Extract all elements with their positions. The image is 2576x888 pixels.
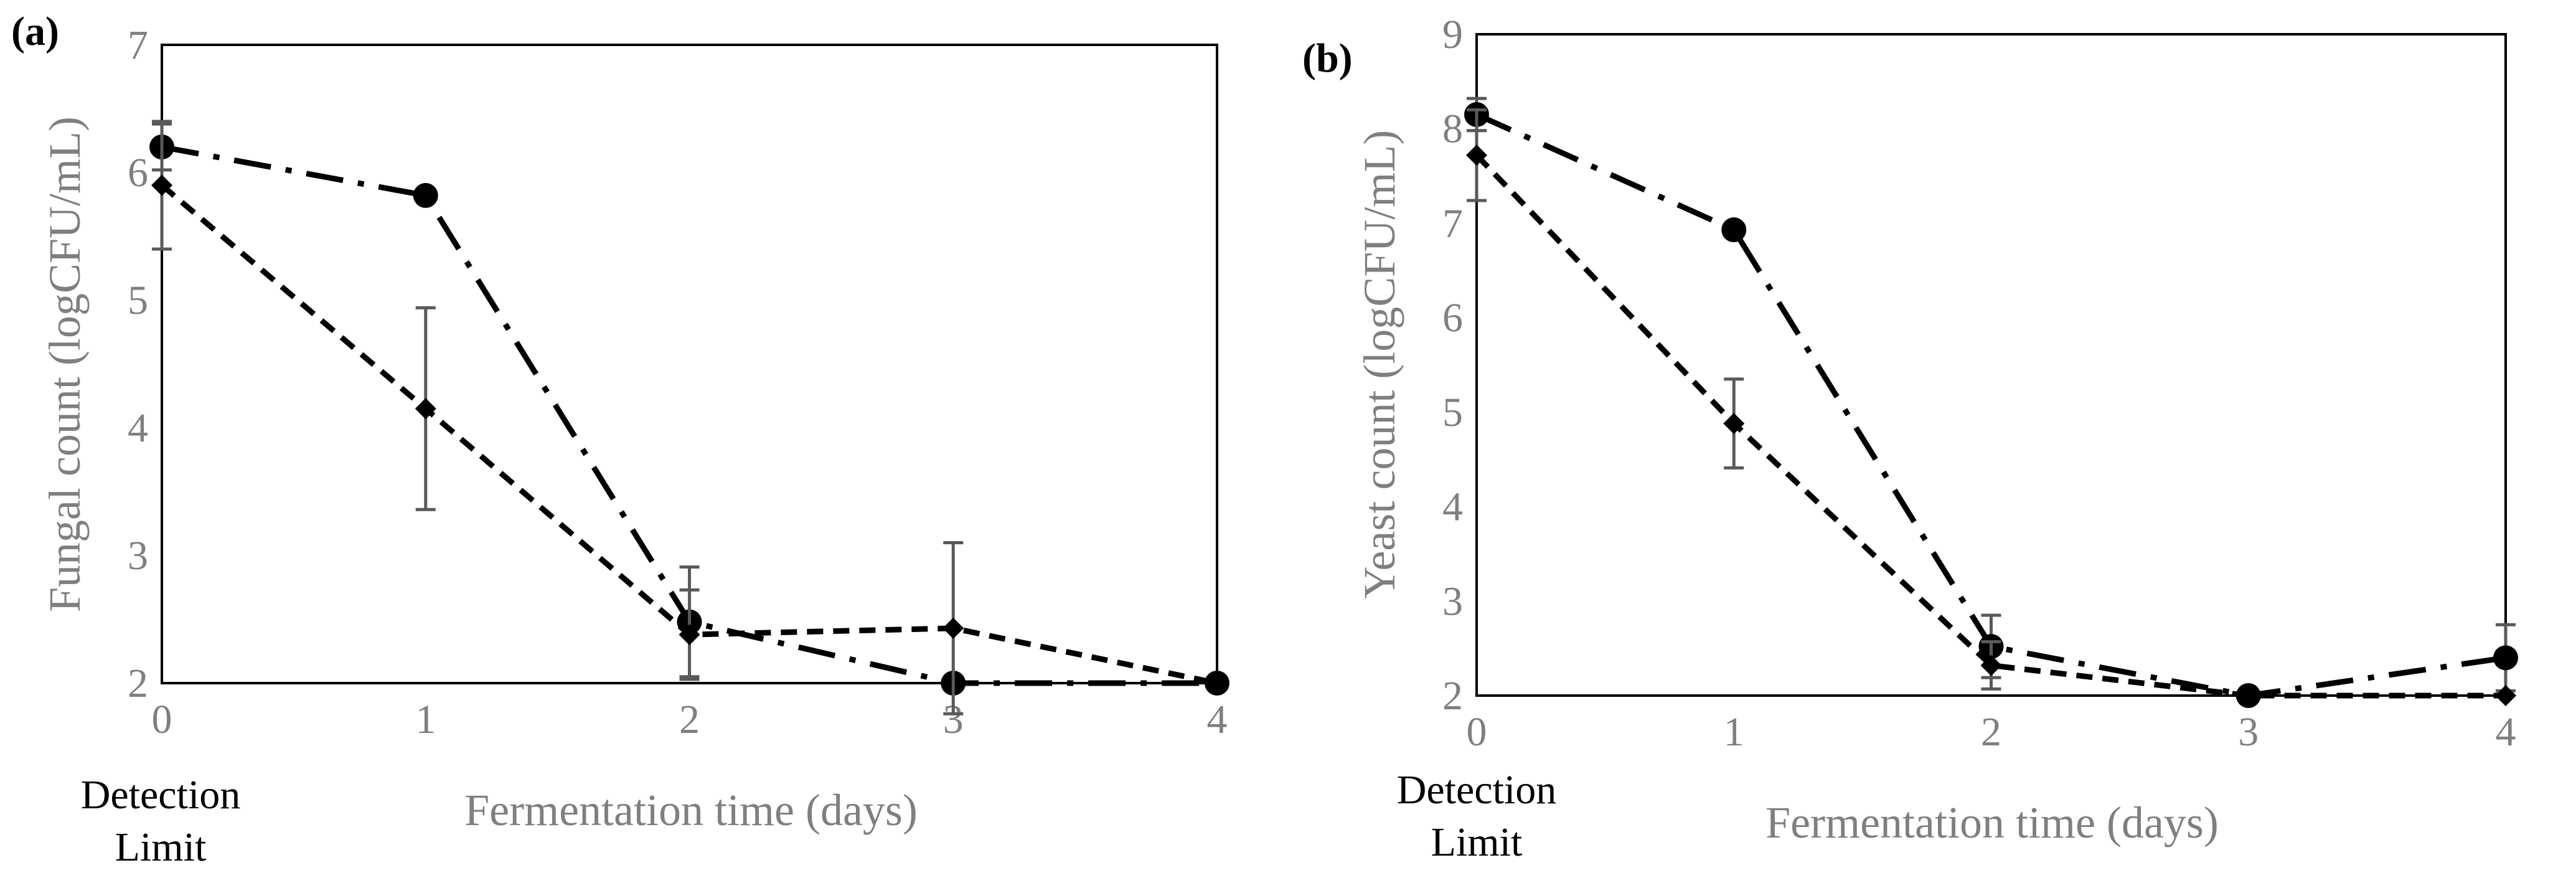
panel-b-series-diamond xyxy=(1466,108,2516,706)
panel-a-diamond-point xyxy=(415,398,436,420)
panel-b-ytick-3: 3 xyxy=(1442,579,1463,624)
panel-b-diamond-point xyxy=(2237,685,2259,706)
panel-a-diamond-point xyxy=(679,624,700,646)
panel-a-label: (a) xyxy=(11,9,59,54)
panel-b-detection-note-line1: Detection xyxy=(1397,767,1557,813)
panel-b-ytick-4: 4 xyxy=(1442,484,1463,530)
panel-a-circle-point xyxy=(413,182,438,208)
panel-b-circle-point xyxy=(1721,217,1747,243)
panel-a-ytick-3: 3 xyxy=(128,533,148,579)
panel-b-diamond-point xyxy=(1980,654,2002,676)
panel-b-x-axis-title: Fermentation time (days) xyxy=(1765,798,2219,848)
panel-a-detection-note-line1: Detection xyxy=(81,772,241,818)
panel-a-ytick-6: 6 xyxy=(128,150,148,196)
panel-b-yeast-count: (b) 2 3 4 5 6 7 8 9 0 1 2 3 4 Yeast coun… xyxy=(1302,12,2518,865)
panel-a-ytick-2: 2 xyxy=(128,661,148,706)
panel-b-plot-frame xyxy=(1475,33,2507,697)
panel-a-diamond-point xyxy=(1206,673,1228,694)
panel-a-detection-note-line2: Limit xyxy=(115,824,207,870)
panel-b-xtick-1: 1 xyxy=(1724,709,1744,755)
panel-b-circle-point xyxy=(2493,645,2518,671)
panel-a-diamond-point xyxy=(942,617,964,639)
panel-a-y-axis-title: Fungal count (logCFU/mL) xyxy=(40,116,90,612)
panel-b-diamond-point xyxy=(2495,685,2516,706)
panel-a-xtick-2: 2 xyxy=(679,697,700,742)
panel-a-series xyxy=(149,120,1229,716)
panel-a-x-ticks: 0 1 2 3 4 xyxy=(152,697,1228,742)
panel-b-diamond-line xyxy=(1474,153,2506,699)
panel-b-diamond-point xyxy=(1466,144,1487,166)
panel-b-xtick-4: 4 xyxy=(2496,709,2516,755)
panel-b-ytick-5: 5 xyxy=(1442,390,1463,435)
panel-a-xtick-0: 0 xyxy=(152,697,172,742)
panel-b-detection-note-line2: Limit xyxy=(1431,820,1523,865)
panel-b-x-ticks: 0 1 2 3 4 xyxy=(1467,709,2516,755)
panel-a-fungal-count: (a) 2 3 4 5 6 7 0 1 2 3 4 Fungal count (… xyxy=(11,9,1229,870)
panel-b-xtick-0: 0 xyxy=(1467,709,1487,755)
panel-a-ytick-4: 4 xyxy=(128,405,148,451)
panel-a-x-axis-title: Fermentation time (days) xyxy=(464,785,918,835)
panel-a-xtick-1: 1 xyxy=(415,697,436,742)
panel-b-xtick-3: 3 xyxy=(2238,709,2259,755)
panel-a-diamond-point xyxy=(151,174,172,196)
panel-a-ytick-5: 5 xyxy=(128,278,148,323)
panel-a-ytick-7: 7 xyxy=(128,22,148,68)
panel-a-xtick-4: 4 xyxy=(1207,697,1228,742)
panel-b-ytick-9: 9 xyxy=(1442,12,1463,57)
panel-b-label: (b) xyxy=(1302,35,1353,81)
panel-b-y-axis-title: Yeast count (logCFU/mL) xyxy=(1355,130,1404,599)
panel-b-ytick-8: 8 xyxy=(1442,106,1463,152)
panel-b-y-ticks: 2 3 4 5 6 7 8 9 xyxy=(1442,12,1463,719)
panel-b-diamond-point xyxy=(1723,413,1745,435)
panel-b-series xyxy=(1464,97,2518,708)
panel-a-series-diamond xyxy=(151,120,1228,716)
panel-b-ytick-2: 2 xyxy=(1442,673,1463,719)
panel-b-ytick-7: 7 xyxy=(1442,201,1463,246)
panel-b-ytick-6: 6 xyxy=(1442,295,1463,341)
panel-a-y-ticks: 2 3 4 5 6 7 xyxy=(128,22,148,706)
panel-b-xtick-2: 2 xyxy=(1981,709,2001,755)
